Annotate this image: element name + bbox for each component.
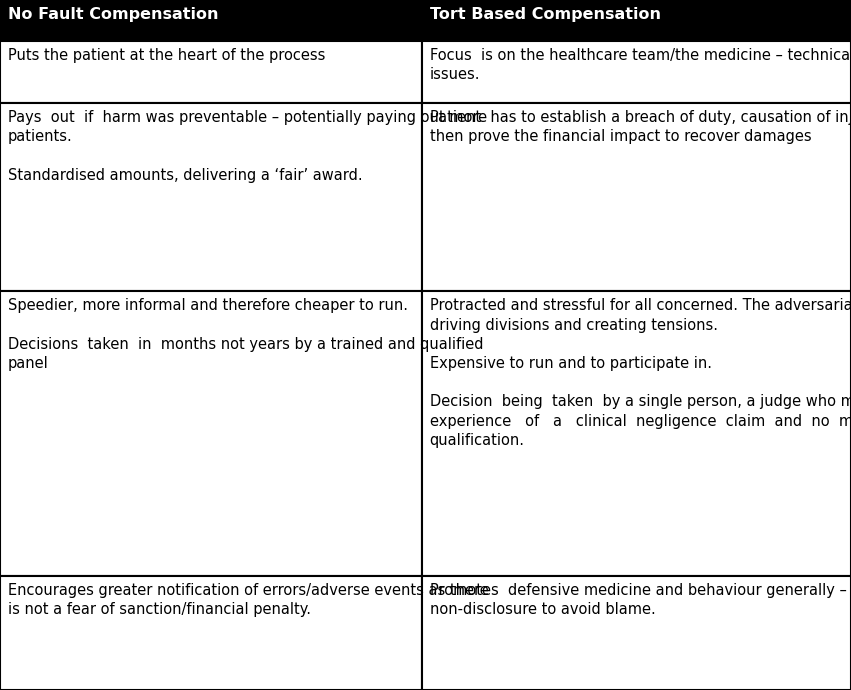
Bar (0, 291, 422, 576)
Bar (0, 0, 422, 41)
Bar (422, 576, 851, 690)
Bar (0, 576, 422, 690)
Text: Focus  is on the healthcare team/the medicine – technical and legal
issues.: Focus is on the healthcare team/the medi… (430, 48, 851, 81)
Bar (422, 104, 851, 291)
Bar (422, 291, 851, 576)
Bar (0, 41, 422, 104)
Text: Pays  out  if  harm was preventable – potentially paying out more
patients.

Sta: Pays out if harm was preventable – poten… (8, 110, 487, 183)
Text: Speedier, more informal and therefore cheaper to run.

Decisions  taken  in  mon: Speedier, more informal and therefore ch… (8, 299, 483, 371)
Text: Patient  has to establish a breach of duty, causation of injury and
then prove t: Patient has to establish a breach of dut… (430, 110, 851, 144)
Text: Protracted and stressful for all concerned. The adversarial process
driving divi: Protracted and stressful for all concern… (430, 299, 851, 448)
Text: Promotes  defensive medicine and behaviour generally – a culture of
non-disclosu: Promotes defensive medicine and behaviou… (430, 583, 851, 618)
Bar (422, 0, 851, 41)
Bar (0, 104, 422, 291)
Text: Tort Based Compensation: Tort Based Compensation (430, 7, 660, 22)
Text: No Fault Compensation: No Fault Compensation (8, 7, 219, 22)
Bar (422, 41, 851, 104)
Text: Puts the patient at the heart of the process: Puts the patient at the heart of the pro… (8, 48, 325, 63)
Text: Encourages greater notification of errors/adverse events as there
is not a fear : Encourages greater notification of error… (8, 583, 488, 618)
